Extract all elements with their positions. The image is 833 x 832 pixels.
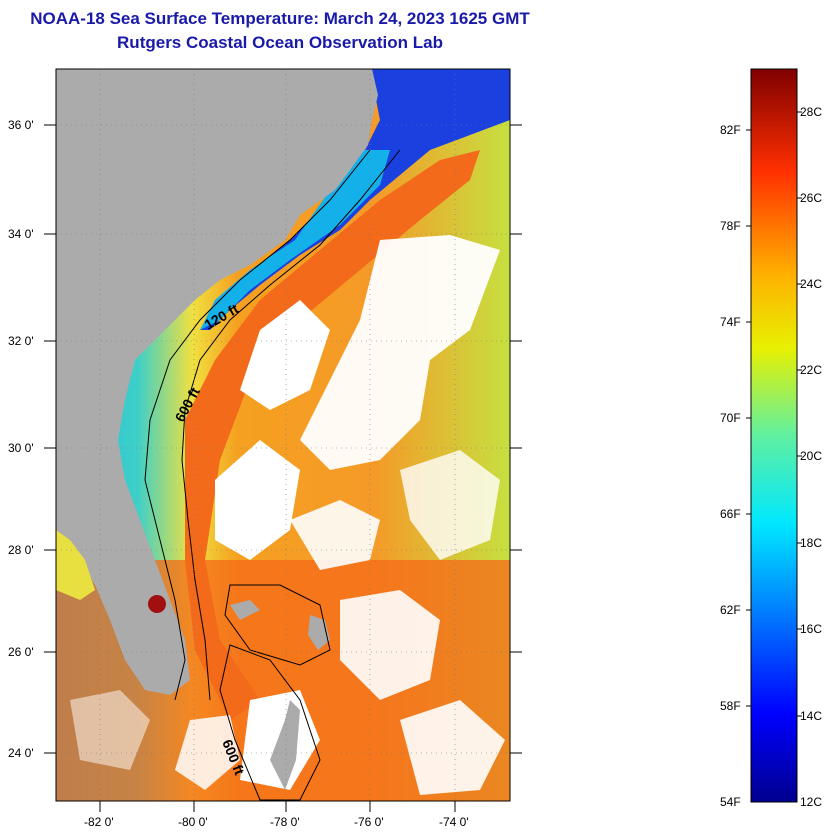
colorbar-f-58: 58F xyxy=(720,699,741,713)
contour-120ft xyxy=(144,149,371,701)
colorbar-c-26: 26C xyxy=(800,191,822,205)
lon-label-76: -76 0' xyxy=(354,815,384,829)
lat-label-34: 34 0' xyxy=(8,227,34,241)
colorbar-c-14: 14C xyxy=(800,709,822,723)
lat-label-26: 26 0' xyxy=(8,645,34,659)
colorbar-f-62: 62F xyxy=(720,603,741,617)
land-mass xyxy=(56,69,378,695)
map-title: NOAA-18 Sea Surface Temperature: March 2… xyxy=(30,9,530,28)
lat-label-32: 32 0' xyxy=(8,334,34,348)
colorbar-f-74: 74F xyxy=(720,315,741,329)
lat-label-24: 24 0' xyxy=(8,746,34,760)
colorbar-c-24: 24C xyxy=(800,277,822,291)
lat-label-36: 36 0' xyxy=(8,118,34,132)
lon-label-78: -78 0' xyxy=(270,815,300,829)
colorbar-c-12: 12C xyxy=(800,795,822,809)
florida-west-water xyxy=(56,530,95,600)
colorbar-f-82: 82F xyxy=(720,123,741,137)
colorbar-f-70: 70F xyxy=(720,411,741,425)
lake-okeechobee xyxy=(148,595,166,613)
colorbar-c-18: 18C xyxy=(800,536,822,550)
colorbar xyxy=(750,68,798,803)
colorbar-c-16: 16C xyxy=(800,622,822,636)
colorbar-c-22: 22C xyxy=(800,363,822,377)
colorbar-c-28: 28C xyxy=(800,105,822,119)
contour-600ft xyxy=(181,149,401,701)
cloud-cover xyxy=(70,235,505,795)
lon-label-80: -80 0' xyxy=(178,815,208,829)
lon-label-74: -74 0' xyxy=(439,815,469,829)
lat-label-28: 28 0' xyxy=(8,543,34,557)
colorbar-f-54: 54F xyxy=(720,795,741,809)
lat-label-30: 30 0' xyxy=(8,441,34,455)
colorbar-c-20: 20C xyxy=(800,449,822,463)
colorbar-f-66: 66F xyxy=(720,507,741,521)
map-subtitle: Rutgers Coastal Ocean Observation Lab xyxy=(117,33,443,52)
gulf-stream xyxy=(185,150,480,720)
colorbar-f-78: 78F xyxy=(720,219,741,233)
lon-label-82: -82 0' xyxy=(84,815,114,829)
